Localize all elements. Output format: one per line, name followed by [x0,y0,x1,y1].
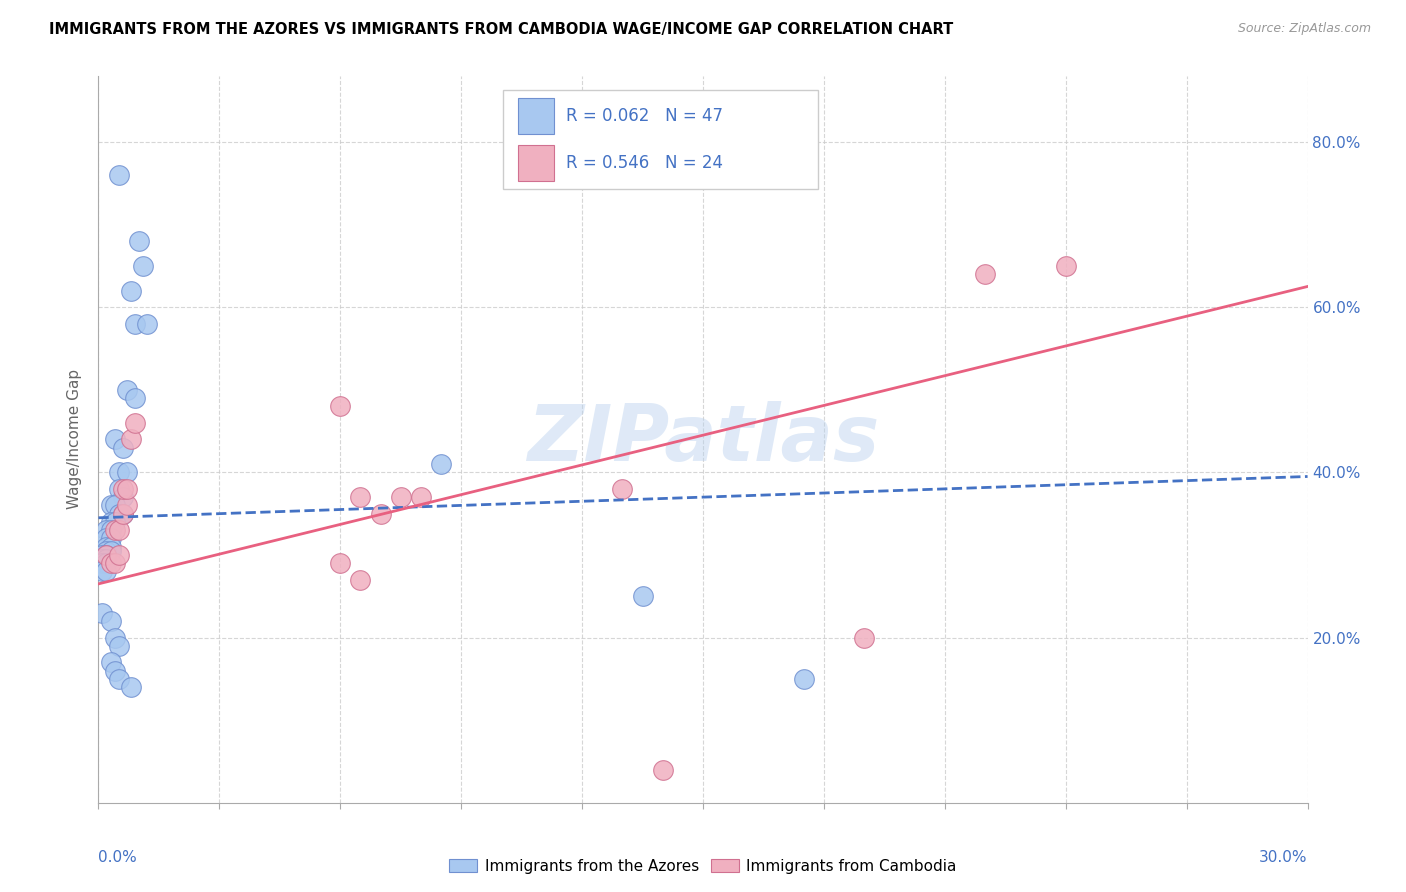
Text: R = 0.546   N = 24: R = 0.546 N = 24 [567,154,723,172]
Point [120,284,142,298]
Point [103,556,125,570]
Point [1054,259,1077,273]
FancyBboxPatch shape [517,97,554,134]
Point [107,482,129,496]
Point [124,416,146,430]
Point [370,507,392,521]
Point [91,565,114,579]
Point [91,606,114,620]
Point [103,664,125,678]
Point [96,565,118,579]
Point [793,672,815,686]
Y-axis label: Wage/Income Gap: Wage/Income Gap [67,369,83,509]
Point [100,515,122,529]
Point [612,482,634,496]
Point [103,631,125,645]
Point [96,544,118,558]
Point [100,540,122,554]
Point [329,399,352,413]
Point [111,490,134,504]
Point [103,432,125,446]
Point [100,556,122,570]
Point [115,482,138,496]
Point [100,499,122,513]
Point [135,317,157,331]
Text: ZIPatlas: ZIPatlas [527,401,879,477]
Point [107,507,129,521]
Point [91,552,114,566]
Point [96,552,118,566]
Point [430,457,453,471]
Point [128,234,150,248]
Point [96,548,118,562]
Text: R = 0.062   N = 47: R = 0.062 N = 47 [567,107,723,125]
Point [124,391,146,405]
Point [96,556,118,570]
Point [100,523,122,537]
Text: 0.0%: 0.0% [98,850,138,865]
Point [103,499,125,513]
Point [107,168,129,182]
Point [107,548,129,562]
Point [107,672,129,686]
Point [100,614,122,628]
FancyBboxPatch shape [503,90,818,188]
Point [103,523,125,537]
Point [111,441,134,455]
Point [120,432,142,446]
Point [120,680,142,694]
Point [100,656,122,670]
Point [115,499,138,513]
Point [111,482,134,496]
Point [329,556,352,570]
Point [974,267,997,281]
Point [115,383,138,397]
Point [631,589,654,603]
Text: 30.0%: 30.0% [1260,850,1308,865]
Point [103,515,125,529]
Point [111,507,134,521]
FancyBboxPatch shape [517,145,554,181]
Point [349,573,371,587]
Point [651,763,673,777]
Point [853,631,876,645]
Legend: Immigrants from the Azores, Immigrants from Cambodia: Immigrants from the Azores, Immigrants f… [443,853,963,880]
Point [111,507,134,521]
Point [96,548,118,562]
Point [107,639,129,653]
Point [132,259,155,273]
Point [409,490,432,504]
Point [389,490,412,504]
Point [107,523,129,537]
Text: IMMIGRANTS FROM THE AZORES VS IMMIGRANTS FROM CAMBODIA WAGE/INCOME GAP CORRELATI: IMMIGRANTS FROM THE AZORES VS IMMIGRANTS… [49,22,953,37]
Point [91,548,114,562]
Point [96,523,118,537]
Text: Source: ZipAtlas.com: Source: ZipAtlas.com [1237,22,1371,36]
Point [107,466,129,480]
Point [96,532,118,546]
Point [91,556,114,570]
Point [115,466,138,480]
Point [96,540,118,554]
Point [124,317,146,331]
Point [100,532,122,546]
Point [100,544,122,558]
Point [349,490,371,504]
